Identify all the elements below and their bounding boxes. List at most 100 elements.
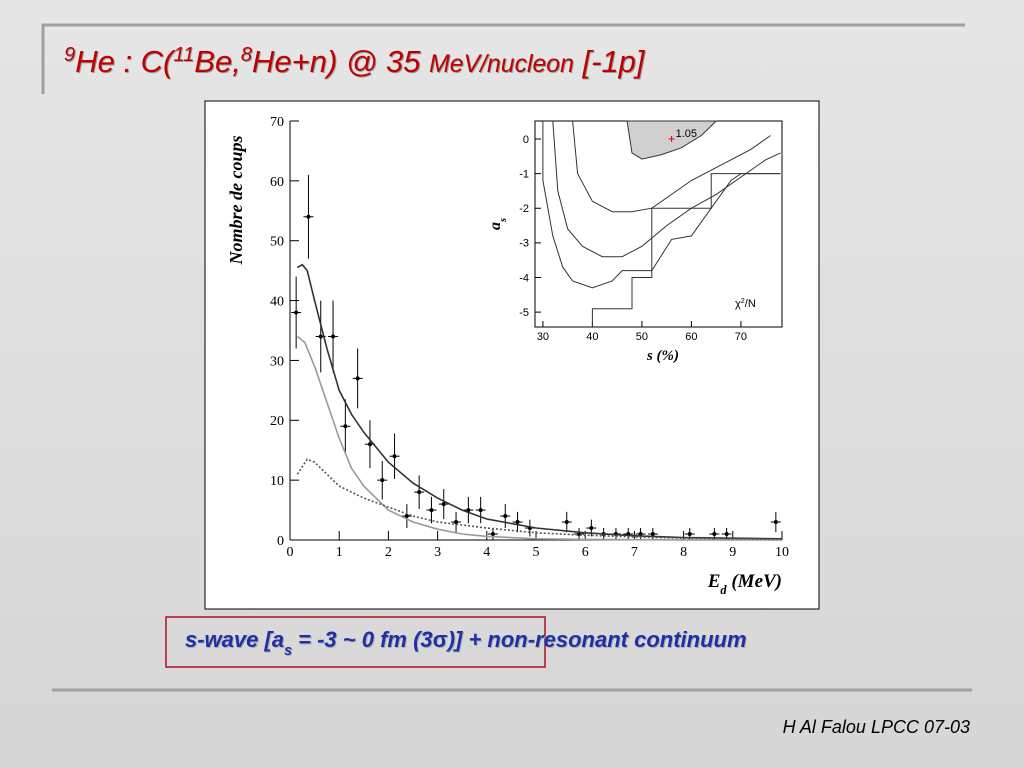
data-point	[306, 214, 311, 219]
data-point	[331, 334, 336, 339]
y-tick-label: -5	[519, 307, 529, 319]
x-tick-label: 2	[385, 545, 392, 560]
caption: s-wave [as = -3 ~ 0 fm (3σ)] + non-reson…	[185, 627, 747, 659]
data-point	[355, 376, 360, 381]
text-segment: = -3 ~ 0 fm (3	[292, 627, 433, 652]
data-point	[515, 520, 520, 525]
data-point	[773, 520, 778, 525]
y-tick-label: 40	[270, 294, 284, 309]
text-segment: 8	[241, 44, 253, 66]
data-point	[589, 526, 594, 531]
footer: H Al Falou LPCC 07-03	[783, 717, 970, 737]
x-tick-label: 4	[483, 545, 490, 560]
y-tick-label: 30	[270, 354, 284, 369]
y-tick-label: -1	[519, 168, 529, 180]
curve	[542, 121, 781, 289]
x-tick-label: 30	[537, 331, 549, 343]
x-tick-label: 3	[434, 545, 441, 560]
data-point	[404, 514, 409, 519]
x-tick-label: 10	[775, 545, 789, 560]
y-axis-label: as	[487, 218, 509, 230]
data-point	[687, 532, 692, 537]
best-fit-marker	[668, 136, 675, 143]
data-point	[490, 532, 495, 537]
x-axis-label: s (%)	[646, 348, 679, 364]
text-segment: (MeV)	[727, 571, 782, 592]
x-tick-label: 60	[685, 331, 697, 343]
inset-chart: 30 40 50 60 70 0 -1 -2 -3 -4 -5 1.05 s (%) as χ2/N	[487, 120, 783, 364]
text-segment: /N	[745, 298, 756, 310]
y-tick-label: 70	[270, 115, 284, 130]
data-point	[367, 442, 372, 447]
slide-title: 9He : C(11Be,8He+n) @ 35 MeV/nucleon [-1…	[64, 44, 646, 79]
data-point	[417, 490, 422, 495]
x-tick-label: 7	[631, 545, 638, 560]
text-segment: 11	[173, 44, 194, 66]
text-segment: d	[720, 583, 727, 597]
text-segment: [-1p]	[574, 44, 646, 79]
data-point	[441, 502, 446, 507]
x-tick-label: 70	[735, 331, 747, 343]
text-segment: He : C(	[75, 44, 176, 79]
caption-box	[165, 616, 546, 668]
text-segment: MeV/nucleon	[429, 51, 574, 78]
data-point	[294, 310, 299, 315]
curve	[296, 458, 783, 541]
y-tick-label: 20	[270, 414, 284, 429]
y-axis-label: Nombre de coups	[226, 136, 246, 266]
data-point	[724, 532, 729, 537]
best-fit-label: 1.05	[676, 128, 697, 140]
x-tick-label: 1	[336, 545, 343, 560]
y-tick-label: -4	[519, 272, 529, 284]
data-point	[478, 508, 483, 513]
data-point	[392, 454, 397, 459]
data-point	[650, 532, 655, 537]
text-segment: 9	[64, 44, 75, 66]
text-segment: )] + non-resonant continuum	[446, 627, 747, 652]
data-point	[466, 508, 471, 513]
y-tick-label: -2	[519, 203, 529, 215]
y-tick-label: 60	[270, 175, 284, 190]
data-point	[454, 520, 459, 525]
data-point	[638, 532, 643, 537]
curve	[296, 263, 783, 540]
x-axis-label: Ed (MeV)	[707, 571, 782, 597]
text-segment: s-wave [a	[185, 627, 284, 652]
y-tick-label: -3	[519, 238, 529, 250]
y-tick-label: 0	[277, 534, 284, 549]
text-segment: s	[284, 643, 292, 659]
x-tick-label: 9	[729, 545, 736, 560]
curve	[552, 120, 781, 258]
x-tick-label: 6	[582, 545, 589, 560]
y-tick-label: 0	[523, 134, 529, 146]
data-point	[343, 424, 348, 429]
text-segment: 2	[741, 297, 745, 305]
data-point	[429, 508, 434, 513]
text-segment: E	[707, 571, 721, 592]
y-tick-label: 10	[270, 474, 284, 489]
text-segment: σ	[433, 627, 448, 652]
data-point	[380, 478, 385, 483]
legend-label: χ2/N	[735, 297, 756, 310]
text-segment: He+n) @ 35	[252, 44, 429, 79]
y-tick-label: 50	[270, 235, 284, 250]
text-segment: s	[498, 218, 509, 223]
curve	[591, 173, 781, 327]
curve	[572, 120, 771, 213]
x-tick-label: 40	[586, 331, 598, 343]
x-tick-label: 0	[287, 545, 294, 560]
data-point	[712, 532, 717, 537]
text-segment: Be,	[194, 44, 241, 79]
x-tick-label: 50	[636, 331, 648, 343]
text-segment: a	[487, 222, 504, 230]
data-point	[503, 514, 508, 519]
data-point	[564, 520, 569, 525]
curve	[296, 335, 783, 541]
data-point	[318, 334, 323, 339]
text-segment: χ	[735, 298, 741, 310]
x-tick-label: 8	[680, 545, 687, 560]
